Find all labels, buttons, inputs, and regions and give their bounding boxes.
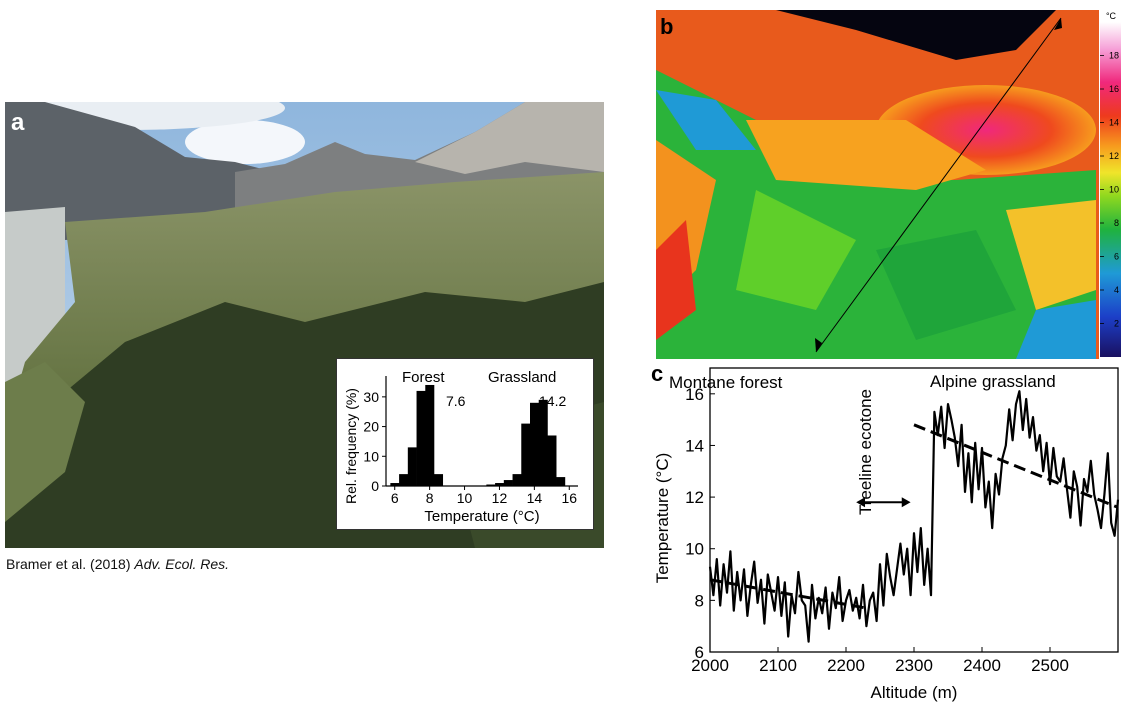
colorbar-tick-2: 6	[1114, 252, 1119, 262]
transect-x-tick-3: 2300	[895, 656, 933, 675]
transect-x-tick-1: 2100	[759, 656, 797, 675]
hist-xlabel: Temperature (°C)	[424, 508, 539, 525]
figure-caption: Bramer et al. (2018) Adv. Ecol. Res.	[6, 556, 229, 572]
panel-b-thermal-image: °C 2 4 6 8 10 12 14 16 18 b	[656, 10, 1122, 359]
hist-x-tick-2: 10	[457, 490, 473, 506]
hist-y-tick-3: 30	[363, 389, 379, 405]
hist-bar-forest-5	[434, 474, 444, 486]
transect-y-tick-1: 8	[695, 591, 704, 610]
transect-x-tick-0: 2000	[691, 656, 729, 675]
hist-x-tick-3: 12	[492, 490, 508, 506]
histogram-inset: Forest Grassland 7.6 14.2 Rel. frequency…	[336, 358, 594, 530]
hist-x-tick-0: 6	[391, 490, 399, 506]
transect-temperature-line	[708, 390, 1120, 643]
hist-bar-grassland-0	[486, 484, 496, 486]
hist-bar-forest-3	[416, 390, 426, 486]
transect-x-tick-2: 2200	[827, 656, 865, 675]
forest-label: Forest	[402, 369, 445, 386]
transect-chart: c Montane forest Alpine grassland Treeli…	[651, 361, 1120, 702]
hist-bar-forest-2	[407, 447, 417, 486]
hist-bar-grassland-1	[495, 483, 505, 486]
alpine-grassland-label: Alpine grassland	[930, 372, 1056, 391]
grassland-label: Grassland	[488, 369, 556, 386]
transect-xlabel: Altitude (m)	[871, 683, 958, 702]
hist-bar-grassland-7	[547, 435, 557, 486]
transect-ylabel: Temperature (°C)	[653, 453, 672, 584]
hist-x-tick-4: 14	[527, 490, 543, 506]
transect-y-tick-2: 10	[685, 540, 704, 559]
montane-forest-label: Montane forest	[669, 373, 783, 392]
hist-x-tick-5: 16	[561, 490, 577, 506]
panel-c-letter: c	[651, 361, 663, 386]
colorbar-tick-4: 10	[1109, 185, 1119, 195]
caption-authors: Bramer et al. (2018)	[6, 556, 131, 572]
colorbar-tick-1: 4	[1114, 285, 1119, 295]
ecotone-arrow-left	[856, 497, 866, 508]
colorbar-tick-7: 16	[1109, 84, 1119, 94]
hist-y-tick-2: 20	[363, 419, 379, 435]
transect-arrow-head-bottom	[815, 338, 822, 352]
hist-ylabel: Rel. frequency (%)	[343, 388, 359, 504]
colorbar-tick-5: 12	[1109, 151, 1119, 161]
hist-bar-forest-0	[390, 483, 400, 486]
hist-y-tick-1: 10	[363, 448, 379, 464]
hist-bar-grassland-2	[503, 480, 513, 486]
colorbar-tick-6: 14	[1109, 118, 1119, 128]
colorbar-tick-8: 18	[1109, 51, 1119, 61]
hist-bar-forest-4	[425, 384, 435, 486]
caption-journal: Adv. Ecol. Res.	[134, 556, 230, 572]
hist-bar-forest-1	[399, 474, 409, 486]
hist-bar-grassland-3	[512, 474, 522, 486]
colorbar-tick-0: 2	[1114, 319, 1119, 329]
colorbar-tick-3: 8	[1114, 218, 1119, 228]
hist-bar-grassland-5	[530, 402, 540, 486]
hist-bar-grassland-4	[521, 423, 531, 486]
hist-x-tick-1: 8	[426, 490, 434, 506]
transect-y-tick-3: 12	[685, 488, 704, 507]
transect-y-tick-4: 14	[685, 436, 704, 455]
hist-bar-grassland-8	[556, 477, 566, 486]
ecotone-label: Treeline ecotone	[856, 389, 875, 515]
grassland-trend-line	[913, 423, 1119, 509]
ecotone-arrow-right	[901, 497, 911, 508]
colorbar-unit: °C	[1106, 11, 1117, 21]
panel-b-letter: b	[660, 14, 673, 39]
forest-trend-line	[709, 578, 867, 610]
transect-arrow-head-top	[1054, 18, 1062, 30]
transect-x-tick-4: 2400	[963, 656, 1001, 675]
transect-y-tick-0: 6	[695, 643, 704, 662]
transect-y-tick-5: 16	[685, 385, 704, 404]
transect-arrow	[815, 17, 1062, 353]
transect-plot-frame	[709, 367, 1119, 653]
forest-mean-label: 7.6	[446, 393, 466, 409]
panel-a-letter: a	[11, 109, 25, 136]
hist-y-tick-0: 0	[371, 478, 379, 494]
hist-bar-grassland-6	[538, 399, 548, 486]
transect-x-tick-5: 2500	[1031, 656, 1069, 675]
